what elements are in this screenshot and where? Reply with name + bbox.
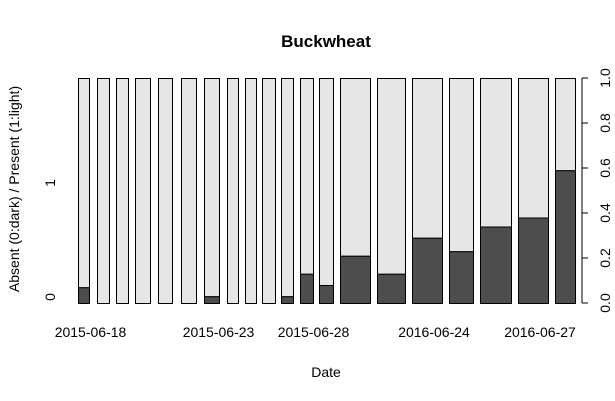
- x-tick-label: 2016-06-24: [398, 324, 470, 340]
- bar-present-15: [377, 78, 406, 275]
- bar-present-7: [204, 78, 220, 298]
- right-tick-label: 0.8: [597, 113, 613, 133]
- bar-present-6: [181, 78, 197, 304]
- bar-absent-16: [412, 237, 443, 304]
- bar-absent-15: [377, 273, 406, 304]
- right-tick-label: 0.4: [597, 203, 613, 223]
- x-tick-label: 2015-06-28: [278, 324, 350, 340]
- bar-absent-20: [555, 170, 576, 304]
- bar-present-1: [78, 78, 90, 289]
- x-tick-label: 2015-06-18: [55, 324, 127, 340]
- right-tick-label: 0.6: [597, 158, 613, 178]
- right-tick-label: 0.0: [597, 293, 613, 313]
- left-tick-label: 0: [42, 293, 58, 301]
- bar-present-20: [555, 78, 576, 172]
- bar-absent-17: [449, 251, 474, 304]
- right-tick-label: 1.0: [597, 68, 613, 88]
- right-axis: 0.0 0.2 0.4 0.6 0.8 1.0: [581, 68, 613, 313]
- left-tick-labels: 01: [42, 179, 58, 301]
- bar-present-8: [227, 78, 239, 304]
- bar-present-18: [480, 78, 512, 228]
- bar-absent-1: [78, 287, 90, 304]
- bar-present-2: [97, 78, 110, 304]
- bar-present-12: [300, 78, 314, 275]
- right-tick-label: 0.2: [597, 248, 613, 268]
- x-tick-label: 2015-06-23: [183, 324, 255, 340]
- x-tick-labels: 2015-06-18 2015-06-23 2015-06-28 2016-06-24…: [55, 324, 576, 340]
- bar-present-13: [319, 78, 334, 286]
- bar-absent-14: [340, 255, 371, 304]
- bar-present-17: [449, 78, 474, 253]
- bar-present-5: [158, 78, 173, 304]
- x-tick-label: 2016-06-27: [504, 324, 576, 340]
- bar-absent-12: [300, 273, 314, 304]
- bar-present-16: [412, 78, 443, 239]
- bar-absent-13: [319, 285, 334, 304]
- bar-absent-18: [480, 226, 512, 304]
- chart-title: Buckwheat: [281, 32, 371, 51]
- bar-absent-7: [204, 296, 220, 304]
- bar-absent-19: [518, 217, 549, 304]
- y-axis-label: Absent (0:dark) / Present (1:light): [6, 86, 22, 292]
- bar-present-9: [245, 78, 257, 304]
- bar-present-10: [262, 78, 276, 304]
- x-axis-label: Date: [311, 364, 341, 380]
- bar-present-4: [135, 78, 151, 304]
- bar-present-11: [281, 78, 294, 298]
- bar-present-3: [116, 78, 129, 304]
- bars-group: [78, 78, 576, 304]
- bar-present-19: [518, 78, 549, 219]
- bar-absent-11: [281, 296, 294, 304]
- left-tick-label: 1: [42, 179, 58, 187]
- bar-present-14: [340, 78, 371, 257]
